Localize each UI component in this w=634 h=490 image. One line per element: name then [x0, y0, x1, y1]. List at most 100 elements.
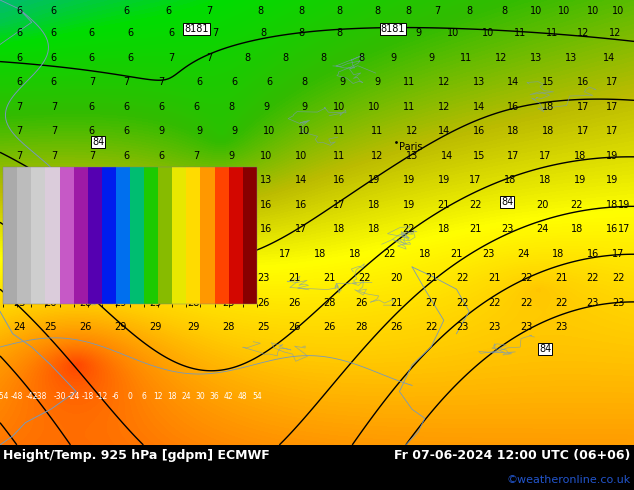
Text: 28: 28	[222, 322, 235, 332]
Text: 8: 8	[298, 28, 304, 38]
Text: 6: 6	[16, 28, 22, 38]
Text: 23: 23	[257, 273, 269, 283]
Text: 21: 21	[425, 273, 437, 283]
Text: 21: 21	[555, 273, 567, 283]
Text: 7: 7	[16, 199, 22, 210]
Text: 19: 19	[368, 175, 380, 185]
Text: 6: 6	[124, 126, 130, 136]
Text: 16: 16	[295, 199, 307, 210]
Text: 36: 36	[210, 392, 219, 401]
Text: 7: 7	[124, 77, 130, 87]
Text: 8: 8	[228, 102, 235, 112]
Text: 9: 9	[339, 77, 346, 87]
Text: 22: 22	[358, 273, 371, 283]
Text: 12: 12	[609, 28, 621, 38]
Text: 16: 16	[225, 224, 238, 234]
Text: Paris: Paris	[399, 142, 423, 152]
Text: 11: 11	[120, 199, 133, 210]
Text: 18: 18	[418, 248, 431, 259]
Text: 2: 2	[16, 248, 22, 259]
Text: 14: 14	[507, 77, 520, 87]
Text: 10: 10	[447, 28, 460, 38]
Text: 18: 18	[574, 151, 586, 161]
Text: 29: 29	[149, 322, 162, 332]
Text: 13: 13	[139, 248, 152, 259]
Text: 9: 9	[228, 151, 235, 161]
Text: 6: 6	[231, 77, 238, 87]
Text: 16: 16	[260, 224, 273, 234]
Text: 24: 24	[13, 322, 25, 332]
Text: 23: 23	[456, 322, 469, 332]
Text: 42: 42	[224, 392, 233, 401]
Text: 26: 26	[355, 297, 368, 308]
Text: 12: 12	[371, 151, 384, 161]
Text: 19: 19	[605, 151, 618, 161]
Text: 10: 10	[612, 6, 624, 16]
Text: 23: 23	[555, 322, 567, 332]
Text: 10: 10	[295, 151, 307, 161]
Text: 15: 15	[190, 199, 203, 210]
Text: 21: 21	[450, 248, 463, 259]
Text: 84: 84	[539, 344, 552, 354]
Text: 27: 27	[425, 297, 437, 308]
Text: 9: 9	[374, 77, 380, 87]
Text: -42: -42	[25, 392, 37, 401]
Text: 22: 22	[520, 273, 533, 283]
Text: 6: 6	[127, 28, 133, 38]
Text: 23: 23	[612, 297, 624, 308]
Text: 15: 15	[190, 224, 203, 234]
Text: 6: 6	[89, 102, 95, 112]
Text: 13: 13	[190, 175, 203, 185]
Text: 7: 7	[51, 151, 57, 161]
Text: 7: 7	[384, 28, 390, 38]
Text: 18: 18	[368, 199, 380, 210]
Text: 22: 22	[571, 199, 583, 210]
Text: 8: 8	[320, 53, 327, 63]
Text: 19: 19	[149, 273, 162, 283]
Text: 10: 10	[333, 102, 346, 112]
Text: 12: 12	[406, 126, 418, 136]
Text: 7: 7	[206, 53, 212, 63]
Text: 14: 14	[437, 126, 450, 136]
Text: 15: 15	[155, 224, 168, 234]
Text: 7: 7	[193, 151, 200, 161]
Text: 29: 29	[114, 322, 127, 332]
Text: 17: 17	[539, 151, 552, 161]
Text: 11: 11	[545, 28, 558, 38]
Text: 22: 22	[586, 273, 599, 283]
Text: 7: 7	[51, 126, 57, 136]
Text: 22: 22	[555, 297, 567, 308]
Text: 7: 7	[51, 102, 57, 112]
Text: ©weatheronline.co.uk: ©weatheronline.co.uk	[507, 475, 631, 486]
Text: 6: 6	[266, 77, 273, 87]
Text: 11: 11	[403, 77, 415, 87]
Text: 15: 15	[542, 77, 555, 87]
Text: 25: 25	[44, 322, 57, 332]
Text: 7: 7	[51, 199, 57, 210]
Text: 6: 6	[89, 53, 95, 63]
Text: 9: 9	[415, 28, 422, 38]
Text: 6: 6	[165, 6, 171, 16]
Text: 19: 19	[618, 199, 631, 210]
Text: 18: 18	[542, 126, 555, 136]
Text: 17: 17	[295, 224, 307, 234]
Text: 16: 16	[472, 126, 485, 136]
Text: 8: 8	[336, 6, 342, 16]
Text: 6: 6	[124, 102, 130, 112]
Text: 11: 11	[514, 28, 526, 38]
Text: 13: 13	[529, 53, 542, 63]
Text: 18: 18	[368, 224, 380, 234]
Text: 25: 25	[13, 297, 25, 308]
Text: 24: 24	[181, 392, 191, 401]
Text: -24: -24	[67, 392, 80, 401]
Text: 26: 26	[44, 297, 57, 308]
Text: 22: 22	[520, 297, 533, 308]
Text: 6: 6	[16, 77, 22, 87]
Text: 17: 17	[612, 248, 624, 259]
Text: 6: 6	[141, 392, 146, 401]
Text: 28: 28	[323, 297, 336, 308]
Text: 23: 23	[482, 248, 495, 259]
Text: 6: 6	[158, 102, 165, 112]
Text: 20: 20	[536, 199, 548, 210]
Text: 11: 11	[120, 175, 133, 185]
